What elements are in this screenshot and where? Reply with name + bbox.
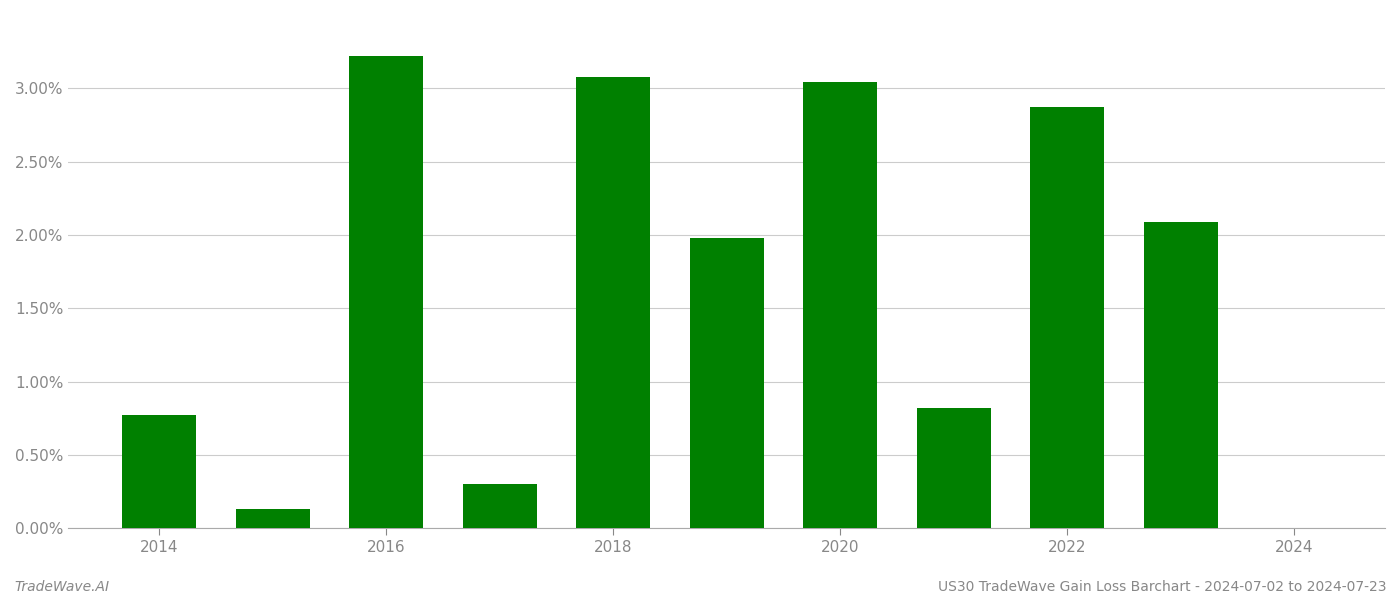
Text: US30 TradeWave Gain Loss Barchart - 2024-07-02 to 2024-07-23: US30 TradeWave Gain Loss Barchart - 2024… <box>938 580 1386 594</box>
Bar <box>804 82 876 528</box>
Bar <box>122 415 196 528</box>
Bar <box>1030 107 1105 528</box>
Bar <box>917 408 991 528</box>
Text: TradeWave.AI: TradeWave.AI <box>14 580 109 594</box>
Bar <box>463 484 536 528</box>
Bar <box>690 238 763 528</box>
Bar <box>577 77 650 528</box>
Bar <box>349 56 423 528</box>
Bar <box>1144 222 1218 528</box>
Bar <box>235 509 309 528</box>
